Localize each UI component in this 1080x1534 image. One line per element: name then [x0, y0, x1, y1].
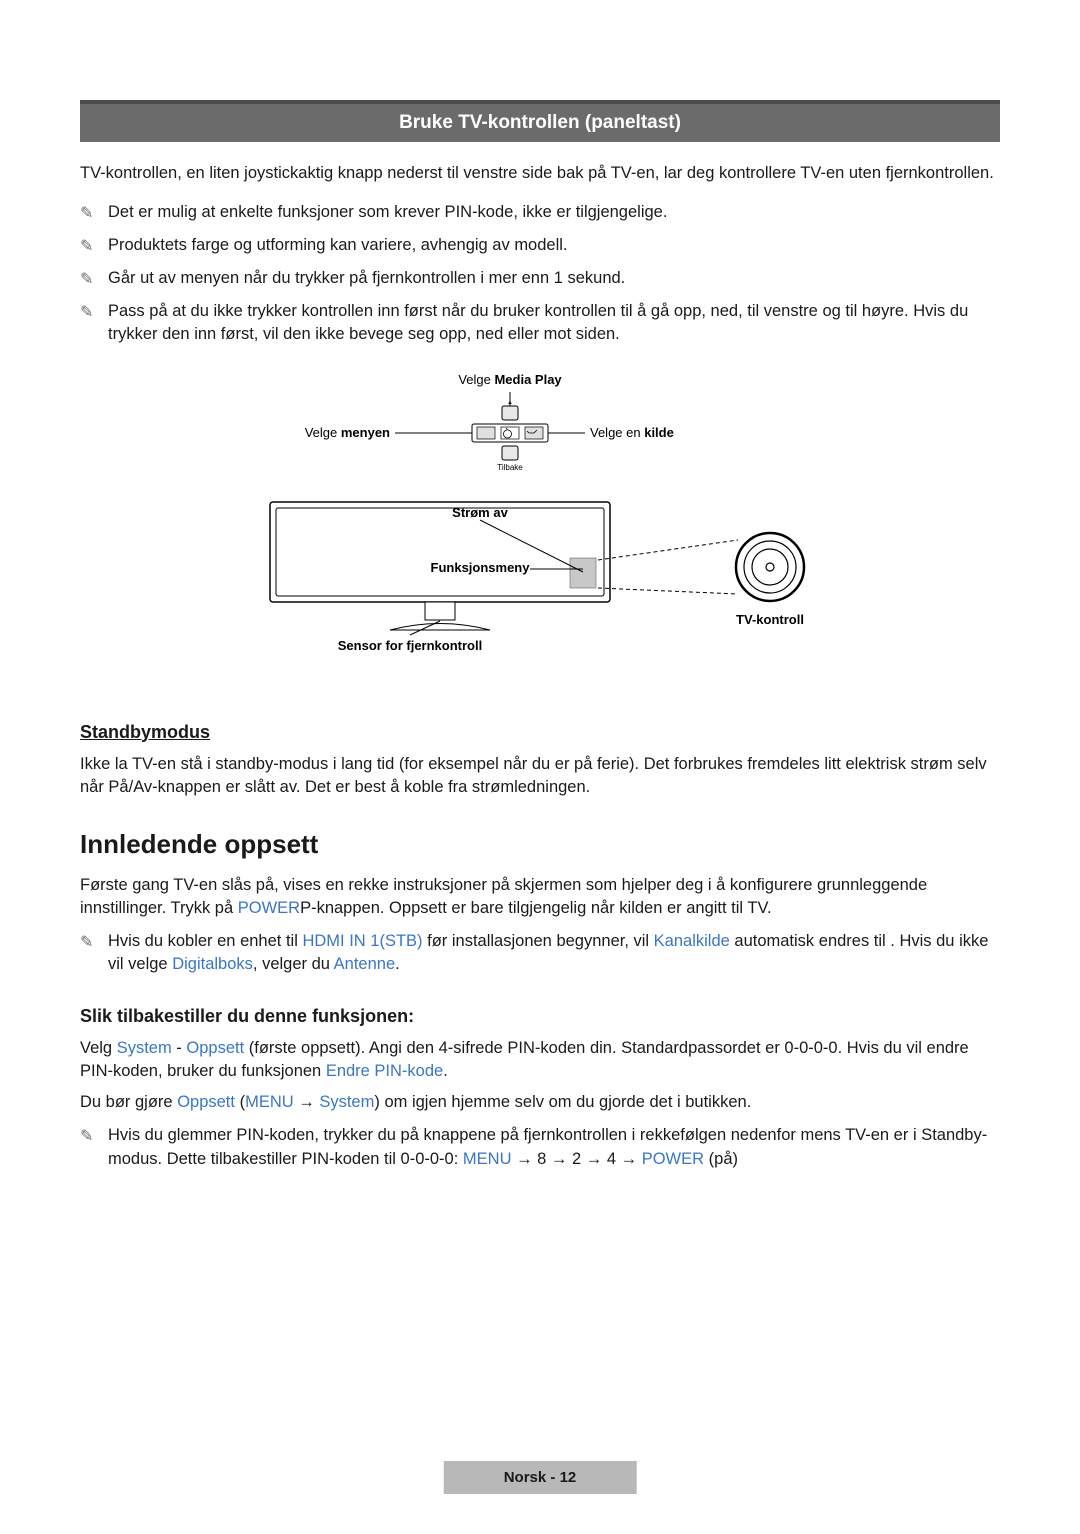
label-left-bold: menyen	[341, 425, 390, 440]
label-right-bold: kilde	[644, 425, 674, 440]
svg-text:Velge en kilde: Velge en kilde	[590, 425, 674, 440]
note-text: Hvis du glemmer PIN-koden, trykker du på…	[108, 1126, 987, 1167]
reset-para1: Velg System - Oppsett (første oppsett). …	[80, 1037, 1000, 1083]
section-header-bar: Bruke TV-kontrollen (paneltast)	[80, 100, 1000, 142]
function-menu-label: Funksjonsmeny	[431, 560, 531, 575]
tv-controller-diagram: ▲ Tilbake Velge Me	[80, 372, 1000, 672]
page-footer: Norsk - 12	[444, 1461, 637, 1494]
remote-sensor-label: Sensor for fjernkontroll	[338, 638, 482, 653]
tv-control-label: TV-kontroll	[736, 612, 804, 627]
initial-setup-heading: Innledende oppsett	[80, 829, 1000, 860]
pencil-icon: ✎	[80, 932, 93, 954]
standby-heading: Standbymodus	[80, 722, 1000, 743]
svg-text:Velge Media Play: Velge Media Play	[458, 372, 562, 387]
note-text: Produktets farge og utforming kan varier…	[108, 236, 568, 254]
reset-para2: Du bør gjøre Oppsett (MENU → System) om …	[80, 1091, 1000, 1114]
svg-text:Velge menyen: Velge menyen	[305, 425, 390, 440]
pencil-icon: ✎	[80, 203, 93, 225]
pencil-icon: ✎	[80, 269, 93, 291]
notes-list: ✎ Det er mulig at enkelte funksjoner som …	[80, 201, 1000, 346]
note-text: Pass på at du ikke trykker kontrollen in…	[108, 302, 968, 343]
label-top-bold: Media Play	[494, 372, 562, 387]
note-text: Det er mulig at enkelte funksjoner som k…	[108, 203, 667, 221]
label-right-prefix: Velge en	[590, 425, 644, 440]
back-label: Tilbake	[497, 463, 523, 472]
intro-paragraph: TV-kontrollen, en liten joystickaktig kn…	[80, 162, 1000, 185]
label-top-prefix: Velge	[458, 372, 494, 387]
power-off-label: Strøm av	[452, 505, 508, 520]
standby-text: Ikke la TV-en stå i standby-modus i lang…	[80, 753, 1000, 799]
label-left-prefix: Velge	[305, 425, 341, 440]
pencil-icon: ✎	[80, 302, 93, 324]
pencil-icon: ✎	[80, 236, 93, 258]
note-text: Hvis du kobler en enhet til HDMI IN 1(ST…	[108, 932, 988, 973]
reset-heading: Slik tilbakestiller du denne funksjonen:	[80, 1006, 1000, 1027]
initial-setup-para: Første gang TV-en slås på, vises en rekk…	[80, 874, 1000, 920]
pencil-icon: ✎	[80, 1126, 93, 1148]
note-text: Går ut av menyen når du trykker på fjern…	[108, 269, 625, 287]
